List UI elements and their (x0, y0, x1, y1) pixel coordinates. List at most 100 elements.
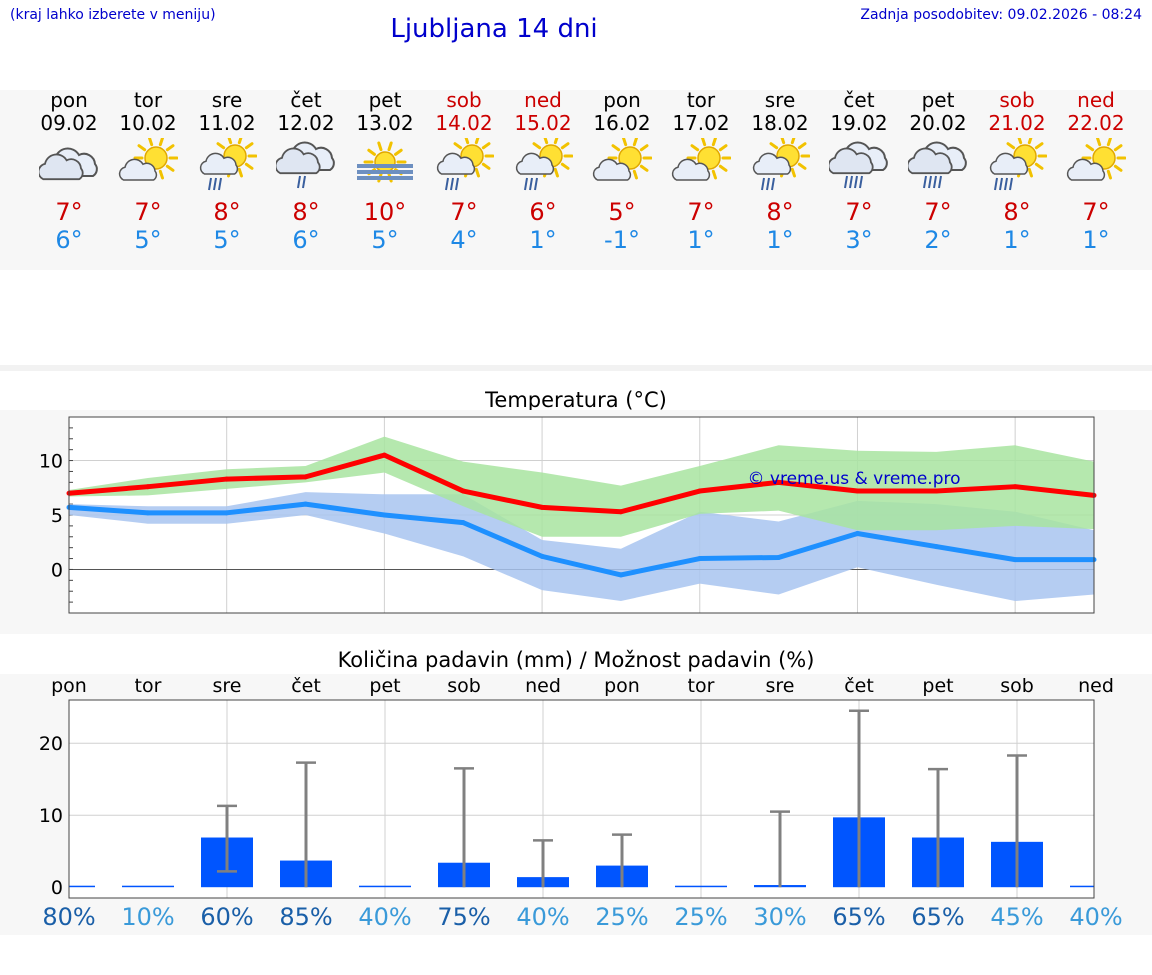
day-date: 19.02 (830, 111, 888, 135)
day-header: tor 17.02 (661, 89, 741, 135)
y-tick-label: 10 (39, 805, 63, 827)
cloud-icon (37, 138, 99, 194)
min-temp-line (68, 501, 1094, 578)
forecast-strip (0, 90, 1152, 270)
max-temp-line (68, 452, 1095, 515)
temp-max: 7° (1082, 198, 1110, 226)
precip-probability: 65% (832, 903, 886, 931)
temp-max: 10° (363, 198, 407, 226)
precip-day-label: pet (369, 675, 401, 697)
temp-min: 1° (687, 226, 715, 254)
precip-day-label: ned (1078, 675, 1114, 697)
precip-bar (675, 885, 727, 888)
min-temp-point (697, 556, 703, 562)
day-header: ned 15.02 (503, 89, 583, 135)
precip-probability: 40% (516, 903, 570, 931)
precip-day-label: sre (765, 675, 795, 697)
day-of-week: sre (764, 88, 796, 112)
precip-bar (359, 885, 411, 888)
precip-day-label: čet (844, 675, 874, 697)
precip-probability: 45% (990, 903, 1044, 931)
partly-sunny-icon (671, 136, 732, 194)
cloud-heavy-rain-icon (827, 138, 889, 194)
temp-min: 1° (766, 226, 794, 254)
temp-min: 3° (845, 226, 873, 254)
temp-max: 7° (134, 198, 162, 226)
day-of-week: ned (1077, 88, 1115, 112)
day-header: sob 14.02 (424, 89, 504, 135)
precip-probability: 60% (200, 903, 254, 931)
y-tick-label: 10 (39, 451, 63, 473)
cloud-heavy-rain-icon (906, 138, 968, 194)
temp-max: 7° (687, 198, 715, 226)
day-of-week: ned (524, 88, 562, 112)
max-temp-point (854, 488, 860, 494)
temp-min: -1° (604, 226, 640, 254)
precip-day-label: tor (687, 675, 715, 697)
plot-frame (68, 416, 1095, 614)
day-header: sre 18.02 (740, 89, 820, 135)
temp-max: 7° (450, 198, 478, 226)
day-date: 15.02 (514, 111, 572, 135)
temperature-chart: 0 5 10 © vreme.us & vreme.pro (39, 416, 1097, 614)
min-temp-point (303, 501, 309, 507)
precip-probability: 85% (279, 903, 333, 931)
min-temp-point (933, 544, 939, 550)
day-of-week: čet (843, 88, 875, 112)
max-temp-point (303, 474, 309, 480)
temp-min: 2° (924, 226, 952, 254)
precip-day-label: tor (134, 675, 162, 697)
day-date: 14.02 (435, 111, 493, 135)
day-date: 11.02 (198, 111, 256, 135)
cloud-rain-icon (274, 138, 336, 194)
divider (0, 365, 1152, 371)
watermark: © vreme.us & vreme.pro (747, 469, 960, 489)
temp-min: 1° (1003, 226, 1031, 254)
precip-probability: 75% (437, 903, 491, 931)
day-header: tor 10.02 (108, 89, 188, 135)
day-date: 17.02 (672, 111, 730, 135)
y-tick-label: 0 (51, 877, 63, 899)
min-temp-point (224, 510, 230, 516)
temp-max: 5° (608, 198, 636, 226)
temp-max: 7° (845, 198, 873, 226)
temperature-chart-title: Temperatura (°C) (485, 388, 667, 412)
min-temp-point (618, 572, 624, 578)
sun-cloud-rain-icon (513, 134, 574, 194)
partly-sunny-icon (118, 136, 179, 194)
precip-day-label: sob (1000, 675, 1034, 697)
precip-probability: 40% (1069, 903, 1123, 931)
min-temp-point (776, 554, 782, 560)
temp-max: 6° (529, 198, 557, 226)
day-header: ned 22.02 (1056, 89, 1136, 135)
min-temp-point (381, 512, 387, 518)
max-temp-point (1012, 484, 1018, 490)
sun-cloud-rain-icon (197, 134, 258, 194)
precip-probability: 25% (595, 903, 649, 931)
temp-max: 8° (292, 198, 320, 226)
temp-min: 5° (371, 226, 399, 254)
y-tick-label: 5 (51, 505, 63, 527)
precip-probability: 30% (753, 903, 807, 931)
min-temp-point (460, 520, 466, 526)
location-hint[interactable]: (kraj lahko izberete v meniju) (10, 7, 216, 23)
day-of-week: tor (133, 88, 163, 112)
min-temp-point (1012, 557, 1018, 563)
day-header: čet 12.02 (266, 89, 346, 135)
max-temp-band (69, 436, 1094, 537)
precip-day-label: sob (447, 675, 481, 697)
max-temp-point (933, 488, 939, 494)
day-of-week: sre (211, 88, 243, 112)
day-date: 10.02 (119, 111, 177, 135)
day-header: sre 11.02 (187, 89, 267, 135)
max-temp-point (381, 452, 387, 458)
sun-fog-icon (355, 138, 415, 194)
partly-sunny-icon (592, 136, 653, 194)
sun-cloud-rain-icon (434, 134, 495, 194)
day-date: 21.02 (988, 111, 1046, 135)
min-temp-point (854, 531, 860, 537)
temp-max: 7° (924, 198, 952, 226)
precip-probability: 25% (674, 903, 728, 931)
day-of-week: pon (603, 88, 641, 112)
day-header: sob 21.02 (977, 89, 1057, 135)
